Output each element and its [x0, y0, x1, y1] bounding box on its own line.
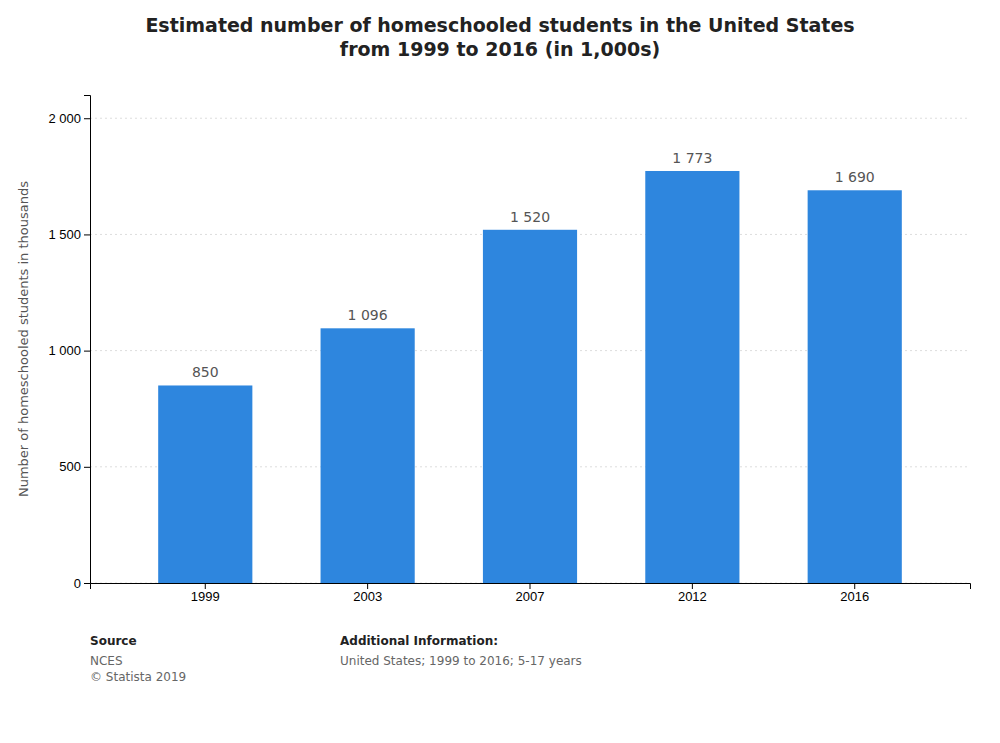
axis-line — [91, 584, 971, 590]
text-line: United States; 1999 to 2016; 5-17 years — [340, 654, 582, 668]
tick: 2012 — [678, 583, 707, 604]
bars — [158, 171, 902, 583]
axis-line — [84, 96, 91, 584]
tick-mark — [84, 467, 90, 468]
text-line: Source — [90, 634, 137, 648]
chart: Estimated number of homeschooled student… — [0, 0, 1000, 743]
data-label: 1 520 — [510, 209, 550, 225]
text-line: NCES — [90, 654, 123, 668]
data-label: 850 — [192, 364, 219, 380]
bar — [645, 171, 739, 583]
bar — [321, 328, 415, 583]
tick-label: 2016 — [840, 589, 869, 604]
text-line: from 1999 to 2016 (in 1,000s) — [340, 38, 660, 60]
tick-mark — [84, 234, 90, 235]
tick: 1 500 — [48, 227, 90, 242]
text-line: Additional Information: — [340, 634, 498, 648]
tick-mark — [854, 583, 855, 589]
x-axis: 1999 2003 2007 2012 2016 — [91, 583, 971, 604]
tick-label: 0 — [74, 576, 81, 591]
grid — [90, 118, 970, 583]
tick-mark — [367, 583, 368, 589]
y-axis: 0 500 1 000 1 500 2 000 — [48, 96, 90, 591]
tick-label: 1 500 — [48, 227, 81, 242]
bar — [158, 385, 252, 583]
tick: 2007 — [516, 583, 545, 604]
tick-label: 2 000 — [48, 111, 81, 126]
tick: 2016 — [840, 583, 869, 604]
tick-mark — [84, 351, 90, 352]
annotation: United States; 1999 to 2016; 5-17 years — [340, 654, 582, 668]
bar — [808, 190, 902, 583]
data-labels: 850 1 096 1 520 1 773 1 690 — [192, 150, 875, 380]
text-line: Estimated number of homeschooled student… — [145, 14, 854, 36]
tick-label: 2012 — [678, 589, 707, 604]
tick: 500 — [59, 459, 90, 474]
annotation: Source — [90, 634, 137, 648]
tick: 1999 — [191, 583, 220, 604]
tick-mark — [84, 583, 90, 584]
tick: 1 000 — [48, 343, 90, 358]
tick-mark — [530, 583, 531, 589]
tick-label: 2003 — [353, 589, 382, 604]
annotation: NCES © Statista 2019 — [90, 654, 186, 684]
tick-label: 1999 — [191, 589, 220, 604]
plot: 850 1 096 1 520 1 773 1 690 0 500 1 000 1 500 2 0… — [48, 96, 970, 605]
tick-mark — [84, 118, 90, 119]
y-axis-title: Number of homeschooled students in thous… — [16, 181, 31, 497]
title: Estimated number of homeschooled student… — [145, 14, 854, 60]
bar — [483, 230, 577, 583]
tick: 2003 — [353, 583, 382, 604]
data-label: 1 096 — [348, 307, 388, 323]
tick-label: 2007 — [516, 589, 545, 604]
tick: 0 — [74, 576, 90, 591]
grid-line — [90, 118, 970, 119]
tick: 2 000 — [48, 111, 90, 126]
text-line: © Statista 2019 — [90, 670, 186, 684]
tick-label: 500 — [59, 459, 81, 474]
data-label: 1 773 — [672, 150, 712, 166]
data-label: 1 690 — [835, 169, 875, 185]
tick-label: 1 000 — [48, 343, 81, 358]
tick-mark — [692, 583, 693, 589]
tick-mark — [205, 583, 206, 589]
annotation: Additional Information: — [340, 634, 498, 648]
